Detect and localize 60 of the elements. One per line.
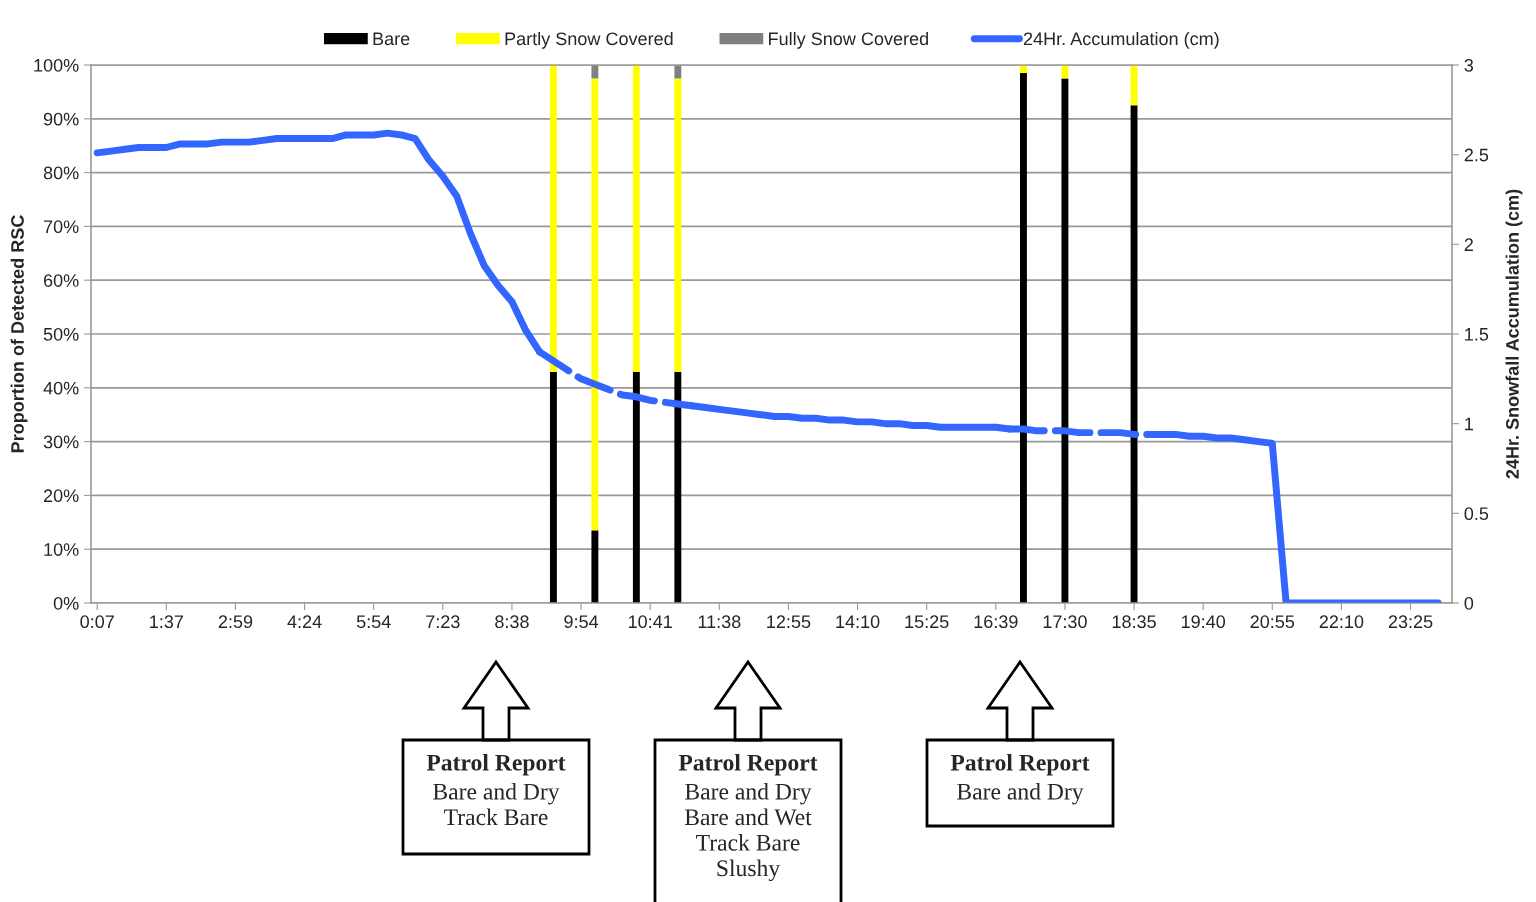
y-tick-label: 30% <box>43 435 79 449</box>
x-tick-label: 22:10 <box>1319 615 1364 629</box>
bar <box>632 65 640 372</box>
bar <box>674 65 682 79</box>
legend-label: Bare <box>373 32 410 46</box>
x-tick-label: 7:23 <box>426 615 460 629</box>
text: Patrol Report Bare and Dry Bare and Wet Track Bare Slushy <box>678 754 818 882</box>
y-tick-label: 10% <box>44 543 79 556</box>
bar <box>674 78 682 372</box>
legend-label: 24Hr. Accumulation (cm) <box>1023 31 1219 49</box>
text: Patrol Report Bare and Dry Track Bare <box>426 754 566 826</box>
x-tick-label: 4:24 <box>287 615 322 628</box>
text: Patrol Report Bare and Dry <box>950 754 1090 805</box>
bar <box>674 371 682 603</box>
y-axis-title: Proportion of Detected RSC <box>10 215 28 453</box>
bar <box>1019 73 1027 603</box>
x-tick-label: 9:54 <box>564 615 599 629</box>
bar <box>591 65 599 79</box>
y-tick-label: 80% <box>43 166 79 180</box>
y2-tick-label: 2 <box>1464 238 1473 251</box>
bar <box>632 371 640 603</box>
x-tick-label: 16:39 <box>974 615 1018 629</box>
x-tick-label: 5:54 <box>356 615 391 629</box>
y-tick-label: 0% <box>53 596 79 610</box>
x-tick-label: 23:25 <box>1388 615 1433 629</box>
x-tick-label: 14:10 <box>836 615 880 629</box>
bar <box>1061 78 1069 603</box>
legend-label: Fully Snow Covered <box>769 31 928 49</box>
y2-tick-label: 0 <box>1464 596 1474 610</box>
y-tick-label: 20% <box>43 489 79 503</box>
y-tick-label: 90% <box>43 112 79 126</box>
y-tick-label: 60% <box>43 274 79 287</box>
y2-tick-label: 0.5 <box>1464 507 1489 521</box>
x-tick-label: 19:40 <box>1181 615 1226 629</box>
y2-tick-label: 2.5 <box>1464 148 1489 162</box>
bar <box>591 78 599 531</box>
x-tick-label: 0:07 <box>80 615 114 629</box>
y-tick-label: 70% <box>43 220 79 234</box>
y2-tick-label: 3 <box>1464 58 1474 72</box>
y2-axis-title: 24Hr. Snowfall Accumulation (cm) <box>1505 189 1523 479</box>
bar <box>549 371 557 603</box>
y2-tick-label: 1 <box>1465 417 1473 431</box>
x-tick-label: 18:35 <box>1112 615 1156 629</box>
x-tick-label: 11:38 <box>698 615 741 629</box>
bar <box>549 65 557 372</box>
y-tick-label: 50% <box>43 327 79 341</box>
x-tick-label: 17:30 <box>1043 615 1087 629</box>
y-tick-label: 40% <box>43 381 79 395</box>
y-tick-label: 100% <box>34 58 79 72</box>
x-tick-label: 20:55 <box>1250 615 1295 629</box>
x-tick-label: 8:38 <box>495 615 529 629</box>
x-tick-label: 12:55 <box>767 615 811 629</box>
y2-tick-label: 1.5 <box>1465 328 1489 341</box>
x-tick-label: 10:41 <box>628 615 672 629</box>
x-tick-label: 2:59 <box>218 615 253 629</box>
legend-label: Partly Snow Covered <box>505 31 673 49</box>
x-tick-label: 1:37 <box>150 615 184 629</box>
bar <box>591 530 599 603</box>
x-tick-label: 15:25 <box>905 615 949 629</box>
bar <box>1061 65 1069 79</box>
